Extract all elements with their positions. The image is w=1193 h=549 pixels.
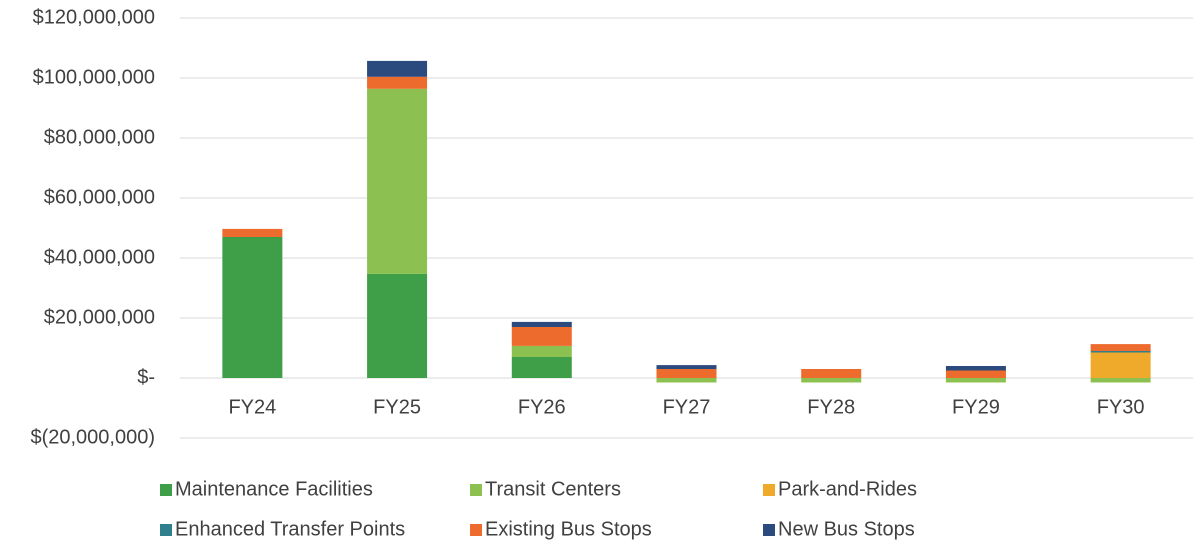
bar-segment xyxy=(656,365,717,369)
bar-segment xyxy=(656,378,717,383)
bar-segment xyxy=(367,76,428,89)
bar-segment xyxy=(1090,344,1151,351)
x-tick-label: FY24 xyxy=(228,396,276,418)
bar-segment xyxy=(656,369,717,378)
legend-label: Transit Centers xyxy=(485,478,621,500)
bar-segment xyxy=(1090,352,1151,378)
bar-segment xyxy=(1090,378,1151,383)
bar-segment xyxy=(945,366,1006,371)
x-tick-label: FY28 xyxy=(807,396,855,418)
bar-segment xyxy=(511,327,572,346)
bar-segment xyxy=(222,237,283,378)
bar-segment xyxy=(945,370,1006,378)
legend-swatch xyxy=(470,524,482,536)
bar-segment xyxy=(801,369,862,378)
legend-swatch xyxy=(763,484,775,496)
y-tick-label: $100,000,000 xyxy=(33,66,155,88)
legend-swatch xyxy=(470,484,482,496)
y-tick-label: $20,000,000 xyxy=(44,306,155,328)
bar-segment xyxy=(367,273,428,378)
legend-label: New Bus Stops xyxy=(778,518,915,540)
x-tick-label: FY30 xyxy=(1097,396,1145,418)
bar-segment xyxy=(511,357,572,378)
bar-segment xyxy=(801,378,862,383)
y-tick-label: $80,000,000 xyxy=(44,126,155,148)
legend-swatch xyxy=(763,524,775,536)
legend-swatch xyxy=(160,524,172,536)
bar-segment xyxy=(222,228,283,237)
legend-label: Existing Bus Stops xyxy=(485,518,652,540)
legend-label: Maintenance Facilities xyxy=(175,478,373,500)
legend-label: Park-and-Rides xyxy=(778,478,917,500)
x-tick-label: FY26 xyxy=(518,396,566,418)
y-tick-label: $40,000,000 xyxy=(44,246,155,268)
bar-segment xyxy=(511,321,572,327)
y-tick-label: $60,000,000 xyxy=(44,186,155,208)
y-tick-label: $- xyxy=(137,366,155,388)
x-tick-label: FY25 xyxy=(373,396,421,418)
y-tick-label: $120,000,000 xyxy=(33,6,155,28)
bar-segment xyxy=(511,345,572,357)
bar-segment xyxy=(367,60,428,77)
x-tick-label: FY29 xyxy=(952,396,1000,418)
y-tick-label: $(20,000,000) xyxy=(30,426,155,448)
bar-segment xyxy=(367,88,428,274)
bar-segment xyxy=(1090,351,1151,353)
legend-label: Enhanced Transfer Points xyxy=(175,518,405,540)
x-tick-label: FY27 xyxy=(663,396,711,418)
bar-segment xyxy=(945,378,1006,383)
legend-swatch xyxy=(160,484,172,496)
